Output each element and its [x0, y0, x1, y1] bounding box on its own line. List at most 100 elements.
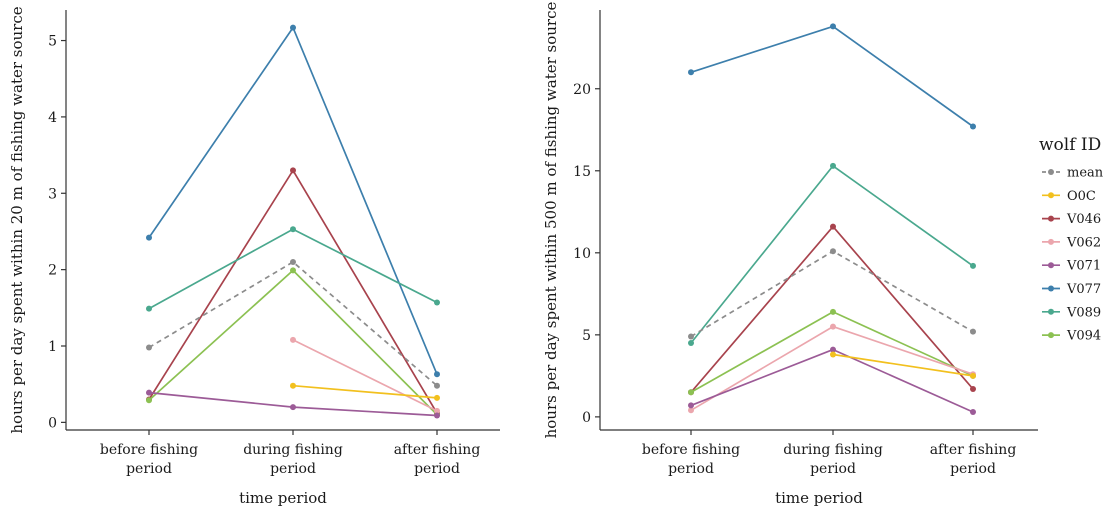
- x-tick-label: before fishing period: [100, 442, 198, 477]
- series-line-mean: [690, 250, 974, 338]
- point-V077: [688, 69, 694, 76]
- point-V077: [830, 23, 836, 30]
- point-V094: [146, 397, 152, 404]
- point-V071: [290, 404, 296, 411]
- point-V077: [970, 123, 976, 130]
- x-tick-label: after fishing period: [394, 442, 481, 477]
- legend-label: mean: [1067, 166, 1103, 181]
- x-axis-title: time period: [239, 489, 327, 507]
- point-V089: [688, 340, 694, 346]
- series-line-V077: [690, 25, 974, 128]
- series-line-mean: [148, 261, 438, 387]
- x-tick-label-line: during fishing: [783, 442, 883, 458]
- point-V062: [688, 407, 694, 414]
- point-V062: [290, 336, 296, 343]
- x-tick-label-line: period: [126, 461, 172, 477]
- x-tick-label-line: before fishing: [100, 442, 198, 458]
- legend-item-V062: V062: [1042, 235, 1101, 250]
- point-V071: [830, 346, 836, 353]
- series-line-O0C: [832, 353, 974, 377]
- point-mean: [970, 328, 976, 335]
- point-mean: [830, 248, 836, 255]
- point-V089: [830, 162, 836, 169]
- point-V071: [970, 409, 976, 415]
- y-tick-label: 0: [582, 410, 591, 426]
- point-mean: [688, 333, 694, 340]
- point-mean: [146, 344, 152, 351]
- legend-key-point: [1048, 308, 1054, 315]
- x-tick-label-line: after fishing: [930, 442, 1017, 458]
- point-V094: [290, 267, 296, 274]
- legend-key-point: [1048, 192, 1054, 199]
- legend-item-V071: V071: [1042, 259, 1101, 274]
- x-axis-title: time period: [775, 489, 863, 507]
- point-V071: [688, 402, 694, 409]
- point-V046: [970, 386, 976, 392]
- point-V071: [434, 412, 440, 419]
- legend: wolf ID mean O0C V046 V062 V071 V077 V089 V094: [1039, 135, 1103, 344]
- legend-label: V077: [1066, 282, 1101, 297]
- legend-item-V077: V077: [1042, 282, 1101, 297]
- legend-item-mean: mean: [1042, 166, 1103, 181]
- point-V062: [434, 407, 440, 414]
- y-tick-label: 3: [48, 186, 57, 202]
- point-V071: [146, 389, 152, 396]
- point-V089: [970, 262, 976, 269]
- legend-key-point: [1048, 262, 1054, 269]
- legend-key-point: [1048, 215, 1054, 222]
- series-line-V046: [148, 169, 438, 414]
- x-tick-label-line: period: [270, 461, 316, 477]
- right-chart-panel: 0 5 10 15 20 before fishing period during fishi…: [542, 1, 1038, 507]
- y-tick-label: 0: [48, 415, 57, 431]
- point-O0C: [830, 351, 836, 358]
- legend-key-point: [1048, 169, 1054, 175]
- x-tick-label: during fishing period: [243, 442, 343, 477]
- legend-title: wolf ID: [1039, 135, 1101, 155]
- point-V089: [146, 305, 152, 312]
- y-tick-label: 15: [573, 164, 591, 180]
- x-tick-label-line: period: [668, 461, 714, 477]
- legend-label: V046: [1066, 212, 1101, 227]
- point-O0C: [434, 394, 440, 401]
- y-tick-label: 20: [573, 82, 591, 98]
- x-tick-label-line: period: [810, 461, 856, 477]
- point-mean: [434, 382, 440, 389]
- legend-key-point: [1048, 285, 1054, 292]
- legend-label: O0C: [1067, 189, 1096, 204]
- y-tick-label: 2: [48, 263, 57, 279]
- point-V077: [434, 371, 440, 378]
- legend-item-O0C: O0C: [1042, 189, 1096, 204]
- y-axis-title: hours per day spent within 500 m of fish…: [542, 1, 560, 438]
- series-line-V077: [148, 26, 438, 375]
- point-O0C: [290, 382, 296, 389]
- legend-item-V094: V094: [1042, 329, 1101, 344]
- legend-key-point: [1048, 238, 1054, 245]
- point-V046: [290, 167, 296, 174]
- y-tick-label: 1: [48, 339, 57, 355]
- x-tick-label-line: before fishing: [642, 442, 740, 458]
- legend-label: V089: [1066, 305, 1101, 320]
- point-V089: [434, 299, 440, 306]
- legend-key-point: [1048, 332, 1054, 339]
- y-tick-label: 5: [48, 34, 57, 50]
- point-mean: [290, 259, 296, 265]
- point-V077: [146, 234, 152, 241]
- legend-label: V071: [1066, 259, 1101, 274]
- series-line-V071: [148, 391, 438, 417]
- y-tick-label: 5: [582, 328, 591, 344]
- legend-label: V062: [1066, 235, 1101, 250]
- point-V046: [830, 223, 836, 230]
- point-V094: [830, 308, 836, 315]
- x-tick-label-line: during fishing: [243, 442, 343, 458]
- point-V094: [688, 389, 694, 396]
- legend-item-V046: V046: [1042, 212, 1101, 227]
- point-V089: [290, 226, 296, 233]
- x-tick-label-line: period: [414, 461, 460, 477]
- y-tick-label: 10: [573, 246, 591, 262]
- y-tick-label: 4: [48, 110, 57, 126]
- x-tick-label-line: period: [950, 461, 996, 477]
- point-V062: [830, 323, 836, 330]
- legend-item-V089: V089: [1042, 305, 1101, 320]
